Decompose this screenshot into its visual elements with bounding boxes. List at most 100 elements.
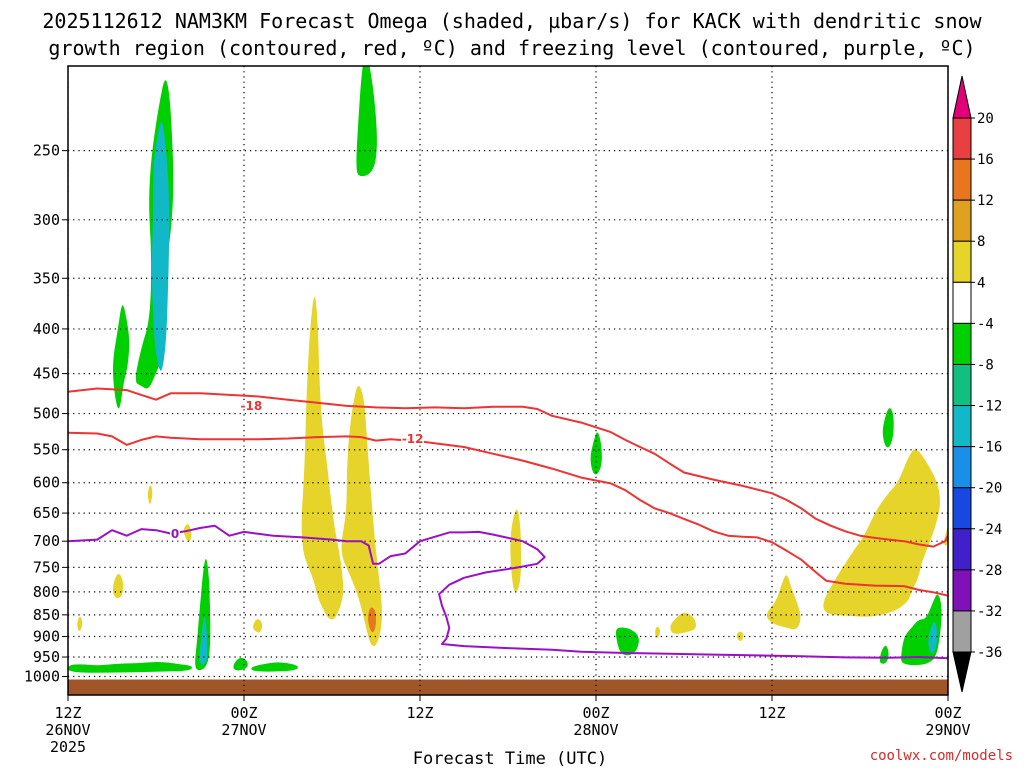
colorbar-bin-8 [952, 446, 972, 489]
colorbar-label-6: -8 [977, 357, 994, 373]
x-tick-label-48-1: 12Z [758, 704, 785, 722]
colorbar-top-arrow [952, 75, 972, 119]
colorbar-label-5: -4 [977, 316, 994, 332]
omega-region-8 [251, 662, 298, 672]
colorbar-bin-4 [952, 281, 972, 324]
colorbar-label-3: 8 [977, 234, 985, 250]
colorbar-label-13: -36 [977, 645, 1002, 661]
colorbar-bin-12 [952, 610, 972, 653]
contour-label-0: 0 [171, 527, 179, 541]
contour-line--18 [68, 387, 948, 548]
y-tick-label-350: 350 [33, 269, 60, 287]
y-tick-label-1000: 1000 [24, 667, 60, 685]
omega-region-27 [766, 575, 801, 630]
y-tick-label-900: 900 [33, 628, 60, 646]
omega-region-10 [615, 627, 639, 656]
contour-line--12 [68, 431, 948, 597]
y-tick-label-950: 950 [33, 648, 60, 666]
x-tick-label-36-2: 28NOV [573, 721, 618, 739]
omega-region-28 [823, 449, 940, 617]
omega-region-20 [77, 616, 83, 631]
x-tick-label-0-3: 2025 [50, 738, 86, 756]
omega-region-23 [147, 485, 153, 504]
colorbar-label-2: 12 [977, 193, 994, 209]
chart-title-line-1: 2025112612 NAM3KM Forecast Omega (shaded… [42, 9, 982, 33]
y-tick-label-250: 250 [33, 142, 60, 160]
y-tick-label-300: 300 [33, 211, 60, 229]
colorbar-bottom-arrow [952, 651, 972, 693]
colorbar-bin-2 [952, 199, 972, 242]
colorbar-bin-6 [952, 363, 972, 407]
x-tick-label-0-1: 12Z [54, 704, 81, 722]
colorbar-label-7: -12 [977, 399, 1002, 415]
grid [68, 66, 948, 695]
colorbar-label-9: -20 [977, 481, 1002, 497]
colorbar-label-10: -24 [977, 522, 1002, 538]
omega-region-19 [112, 574, 124, 599]
colorbar-bin-0 [952, 117, 972, 160]
y-tick-label-500: 500 [33, 405, 60, 423]
x-tick-label-12-2: 27NOV [221, 721, 266, 739]
colorbar-label-4: 4 [977, 275, 985, 291]
y-tick-label-750: 750 [33, 558, 60, 576]
credit-text: coolwx.com/models [870, 748, 1013, 764]
plot-area: -18 -12 0 [68, 66, 948, 695]
omega-region-21 [253, 619, 263, 633]
omega-region-12 [879, 645, 889, 664]
omega-region-3 [356, 66, 377, 177]
omega-region-17 [368, 607, 376, 633]
colorbar-bin-3 [952, 240, 972, 283]
y-tick-label-800: 800 [33, 583, 60, 601]
contour-label--18: -18 [240, 399, 262, 413]
x-tick-label-12-1: 00Z [230, 704, 257, 722]
x-tick-label-36-1: 00Z [582, 704, 609, 722]
omega-region-25 [670, 612, 696, 634]
omega-region-2 [112, 305, 130, 409]
colorbar-bin-9 [952, 487, 972, 530]
x-tick-label-60-1: 00Z [934, 704, 961, 722]
colorbar-label-0: 20 [977, 111, 994, 127]
x-axis-label: Forecast Time (UTC) [413, 749, 607, 768]
omega-region-6 [68, 662, 192, 673]
y-tick-label-600: 600 [33, 474, 60, 492]
colorbar-bin-11 [952, 569, 972, 612]
omega-region-7 [233, 657, 248, 671]
contour-line-0 [68, 524, 948, 660]
colorbar-label-1: 16 [977, 152, 994, 168]
y-tick-label-850: 850 [33, 606, 60, 624]
omega-region-14 [928, 621, 938, 654]
contour-label--12: -12 [402, 432, 424, 446]
omega-region-16 [341, 385, 382, 646]
y-tick-label-550: 550 [33, 441, 60, 459]
colorbar: 20 16 12 8 4 -4 -8 -12 -16 -20 -24 -28 -32 -36 [952, 75, 1002, 693]
chart-title-line-2: growth region (contoured, red, ºC) and f… [48, 36, 975, 60]
colorbar-bin-1 [952, 158, 972, 201]
colorbar-bin-10 [952, 528, 972, 571]
x-tick-label-0-2: 26NOV [45, 721, 90, 739]
omega-region-18 [361, 509, 368, 534]
colorbar-bin-7 [952, 405, 972, 448]
y-tick-label-400: 400 [33, 320, 60, 338]
x-tick-label-60-2: 29NOV [925, 721, 970, 739]
omega-region-24 [510, 509, 522, 592]
y-axis: 250 300 350 400 450 500 550 600 650 700 750 800 850 9… [24, 142, 68, 685]
colorbar-label-12: -32 [977, 604, 1002, 620]
colorbar-label-11: -28 [977, 563, 1002, 579]
omega-region-1 [151, 121, 170, 371]
omega-region-15 [301, 296, 344, 620]
omega-region-9 [590, 432, 602, 475]
omega-region-11 [882, 408, 894, 448]
y-tick-label-450: 450 [33, 365, 60, 383]
omega-region-5 [199, 616, 208, 665]
omega-region-26 [655, 626, 661, 638]
x-tick-label-24-1: 12Z [406, 704, 433, 722]
omega-region-22 [183, 524, 192, 542]
plot-frame [67, 65, 949, 696]
colorbar-bin-5 [952, 322, 972, 365]
surface-band [68, 679, 948, 695]
colorbar-label-8: -16 [977, 440, 1002, 456]
y-tick-label-650: 650 [33, 504, 60, 522]
y-tick-label-700: 700 [33, 532, 60, 550]
